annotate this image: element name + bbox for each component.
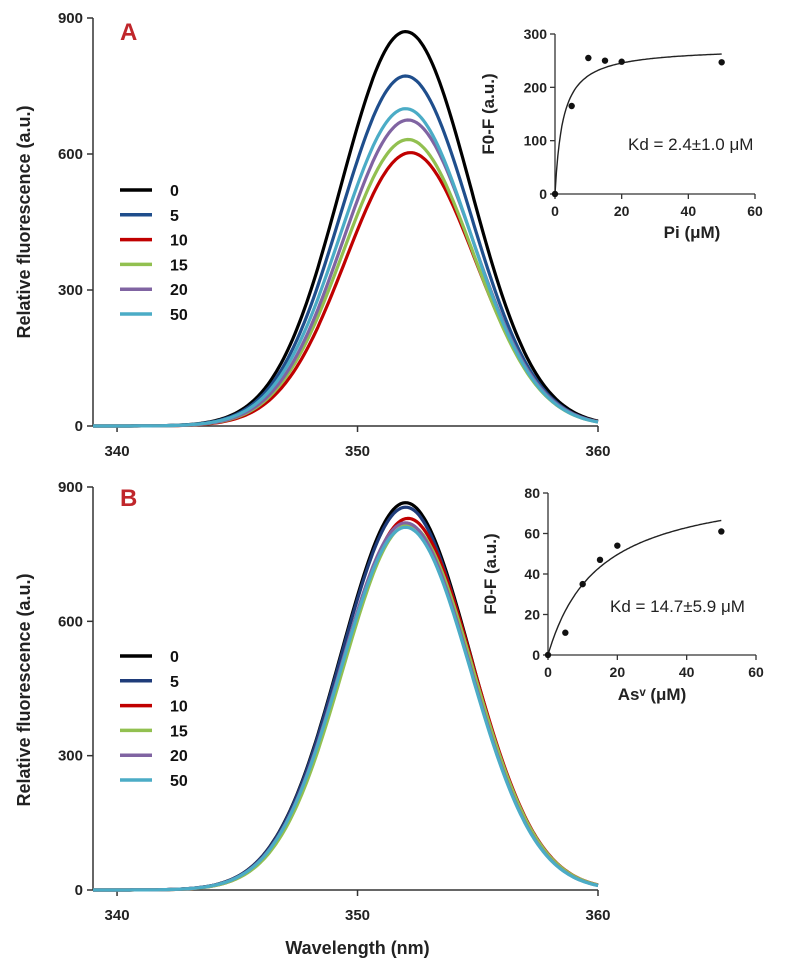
series-line-10 <box>93 516 599 892</box>
inset-x-tick-label: 20 <box>610 664 626 680</box>
legend-label-15: 15 <box>170 257 188 274</box>
inset-fit-curve <box>547 519 722 656</box>
legend-label-15: 15 <box>170 723 188 740</box>
inset-data-point <box>601 57 609 64</box>
inset-y-tick-label: 0 <box>532 647 540 663</box>
legend-label-0: 0 <box>170 183 179 200</box>
series-line-5 <box>93 74 599 428</box>
x-axis-label: Wavelength (nm) <box>285 938 429 958</box>
legend-label-20: 20 <box>170 748 188 765</box>
legend-label-20: 20 <box>170 282 188 299</box>
x-tick-label: 350 <box>345 907 370 924</box>
y-tick-label: 300 <box>58 748 83 765</box>
inset-y-tick-label: 60 <box>524 526 540 542</box>
legend-label-0: 0 <box>170 649 179 666</box>
inset-y-tick-label: 40 <box>524 566 540 582</box>
series-line-50 <box>93 525 599 892</box>
inset-x-tick-label: 0 <box>551 203 559 219</box>
legend-label-50: 50 <box>170 773 188 790</box>
inset-y-axis-label: F0-F (a.u.) <box>481 533 500 614</box>
series-line-0 <box>93 501 599 892</box>
y-tick-label: 900 <box>58 479 83 496</box>
inset-data-point <box>585 54 592 62</box>
x-tick-label: 340 <box>105 443 130 460</box>
x-tick-label: 340 <box>105 907 130 924</box>
inset-fit-curve <box>554 53 722 195</box>
inset-y-tick-label: 200 <box>524 79 548 95</box>
kd-annotation: Kd = 14.7±5.9 μM <box>610 597 745 616</box>
y-tick-label: 900 <box>58 10 83 27</box>
legend-label-5: 5 <box>170 208 179 225</box>
inset-x-tick-label: 20 <box>614 203 630 219</box>
inset-data-point <box>614 542 621 549</box>
inset-x-axis-label: Pi (μM) <box>664 223 721 242</box>
inset-x-tick-label: 40 <box>681 203 697 219</box>
x-tick-label: 360 <box>585 907 610 924</box>
inset-y-tick-label: 300 <box>524 26 548 42</box>
x-tick-label: 360 <box>585 443 610 460</box>
inset-x-tick-label: 60 <box>747 203 763 219</box>
inset-y-tick-label: 20 <box>524 607 540 623</box>
series-line-15 <box>93 523 599 892</box>
inset-x-tick-label: 0 <box>544 664 552 680</box>
y-tick-label: 0 <box>75 418 83 435</box>
y-axis-label: Relative fluorescence (a.u.) <box>14 573 34 806</box>
legend-label-50: 50 <box>170 307 188 324</box>
y-tick-label: 300 <box>58 282 83 299</box>
legend-label-10: 10 <box>170 233 188 250</box>
inset-data-point <box>718 528 725 535</box>
inset-data-point <box>718 59 725 66</box>
inset-data-point <box>568 102 575 110</box>
series-line-15 <box>93 137 599 428</box>
inset-x-axis-label: Asᵛ (μM) <box>618 685 687 704</box>
legend-label-5: 5 <box>170 674 179 691</box>
inset-data-point <box>579 580 586 588</box>
kd-annotation: Kd = 2.4±1.0 μM <box>628 135 753 154</box>
series-line-5 <box>93 505 599 892</box>
inset-y-tick-label: 0 <box>539 186 547 202</box>
inset-data-point <box>618 58 625 65</box>
series-line-20 <box>93 521 599 892</box>
y-axis-label: Relative fluorescence (a.u.) <box>14 105 34 338</box>
inset-x-tick-label: 40 <box>679 664 695 680</box>
y-tick-label: 0 <box>75 882 83 899</box>
inset-data-point <box>562 629 569 636</box>
inset-y-tick-label: 80 <box>524 485 540 501</box>
panel-label: B <box>120 485 137 512</box>
inset-data-point <box>551 190 559 198</box>
inset-A: 0 100 200 300 0 20 40 60 Pi (μM) F0-F (a.u.) Kd = … <box>479 26 763 242</box>
x-tick-label: 350 <box>345 443 370 460</box>
inset-y-tick-label: 100 <box>524 133 548 149</box>
legend-label-10: 10 <box>170 699 188 716</box>
inset-x-tick-label: 60 <box>748 664 764 680</box>
inset-y-axis-label: F0-F (a.u.) <box>479 73 498 154</box>
inset-data-point <box>596 556 604 564</box>
panel-label: A <box>120 19 137 46</box>
series-line-50 <box>93 107 599 428</box>
inset-data-point <box>544 651 552 659</box>
y-tick-label: 600 <box>58 146 83 163</box>
inset-B: 0 20 40 60 80 0 20 40 60 Asᵛ (μM) F0-F (a.u.) Kd = … <box>481 485 764 704</box>
y-tick-label: 600 <box>58 613 83 630</box>
